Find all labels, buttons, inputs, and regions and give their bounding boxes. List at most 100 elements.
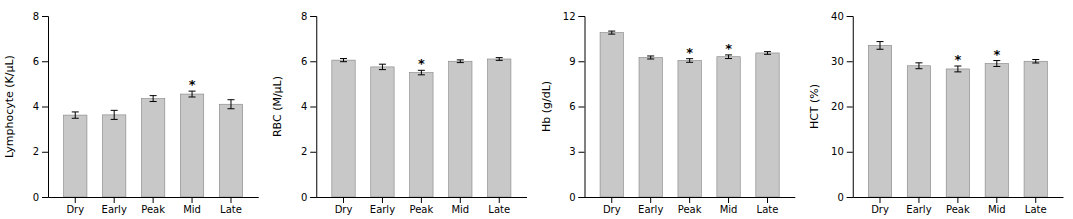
panel: 02468DryEarlyPeakMidLateRBC (M/μL)*	[271, 11, 527, 215]
axis-line	[847, 17, 854, 198]
bar	[103, 115, 126, 197]
bar	[600, 33, 623, 197]
tick-label: Dry	[66, 204, 84, 215]
error-bar	[764, 52, 771, 55]
tick-mark	[499, 197, 500, 203]
y-label: Hb (g/dL)	[540, 81, 553, 132]
tick: 4	[301, 101, 316, 112]
y-axis: 036912	[563, 11, 585, 203]
tick-mark	[310, 197, 316, 198]
error-bar	[227, 100, 234, 109]
tick: 0	[301, 192, 316, 203]
tick-label: Peak	[410, 204, 434, 215]
tick-label: 8	[301, 11, 307, 22]
error-bar	[150, 96, 157, 102]
error-bar	[457, 60, 464, 63]
tick-mark	[192, 197, 193, 203]
tick: 6	[33, 56, 48, 67]
y-label: HCT (%)	[808, 84, 821, 129]
tick-mark	[611, 197, 612, 203]
tick-label: Late	[488, 204, 510, 215]
tick-mark	[957, 197, 958, 203]
tick-label: Dry	[603, 204, 621, 215]
axis-line	[42, 17, 49, 198]
tick: 6	[301, 56, 316, 67]
tick-mark	[310, 107, 316, 108]
tick-label: 4	[301, 101, 307, 112]
tick: Mid	[720, 197, 738, 215]
tick-label: Peak	[141, 204, 165, 215]
tick-label: 6	[569, 101, 575, 112]
tick-label: Mid	[720, 204, 738, 215]
tick: Mid	[988, 197, 1006, 215]
annotation: *	[418, 56, 425, 71]
bar	[141, 99, 164, 197]
tick-mark	[343, 197, 344, 203]
tick-mark	[153, 197, 154, 203]
tick-mark	[42, 61, 48, 62]
tick-label: 0	[33, 192, 39, 203]
tick-label: Mid	[988, 204, 1006, 215]
tick-mark	[918, 197, 919, 203]
tick-mark	[310, 61, 316, 62]
tick: 6	[569, 101, 584, 112]
error-bar	[877, 42, 884, 50]
bar	[180, 94, 203, 197]
tick-mark	[579, 197, 585, 198]
tick: Mid	[183, 197, 201, 215]
bar	[219, 104, 242, 197]
tick-label: Early	[638, 204, 663, 215]
error-bar	[340, 59, 347, 62]
bar	[488, 59, 511, 197]
tick-mark	[310, 16, 316, 17]
bar	[1024, 61, 1047, 197]
panel: 010203040DryEarlyPeakMidLateHCT (%)**	[808, 11, 1064, 215]
tick-mark	[996, 197, 997, 203]
tick-mark	[114, 197, 115, 203]
tick: 30	[831, 56, 853, 67]
tick: Dry	[66, 197, 84, 215]
tick-label: 0	[301, 192, 307, 203]
tick: 0	[837, 192, 852, 203]
tick-label: Dry	[335, 204, 353, 215]
tick-mark	[579, 107, 585, 108]
tick-label: Late	[757, 204, 779, 215]
tick-mark	[728, 197, 729, 203]
tick-mark	[689, 197, 690, 203]
error-bar	[608, 31, 615, 34]
tick: 40	[831, 11, 853, 22]
x-axis: DryEarlyPeakMidLate	[49, 197, 259, 215]
tick: 8	[33, 11, 48, 22]
x-axis: DryEarlyPeakMidLate	[317, 197, 527, 215]
tick: Dry	[871, 197, 889, 215]
bar	[907, 66, 930, 197]
annotation: *	[686, 45, 693, 60]
tick-label: Early	[370, 204, 395, 215]
tick-mark	[75, 197, 76, 203]
bar	[946, 69, 969, 197]
error-bar	[1032, 60, 1039, 63]
tick: 2	[301, 146, 316, 157]
tick-label: 9	[569, 56, 575, 67]
error-bar	[379, 64, 386, 69]
tick-mark	[847, 152, 853, 153]
tick: 4	[33, 101, 48, 112]
tick-label: Mid	[183, 204, 201, 215]
tick: Late	[757, 197, 779, 215]
tick: Peak	[141, 197, 165, 215]
y-label: Lymphocyte (K/μL)	[3, 55, 16, 158]
tick-label: 0	[837, 192, 843, 203]
tick-mark	[42, 152, 48, 153]
tick: 9	[569, 56, 584, 67]
tick: Early	[102, 197, 127, 215]
tick-mark	[1035, 197, 1036, 203]
tick-label: 6	[301, 56, 307, 67]
error-bar	[72, 112, 79, 118]
tick-label: Early	[906, 204, 931, 215]
tick: Dry	[335, 197, 353, 215]
tick-mark	[847, 61, 853, 62]
tick: Peak	[678, 197, 702, 215]
tick-mark	[579, 16, 585, 17]
tick-label: 10	[831, 146, 844, 157]
plot-area	[332, 58, 511, 197]
